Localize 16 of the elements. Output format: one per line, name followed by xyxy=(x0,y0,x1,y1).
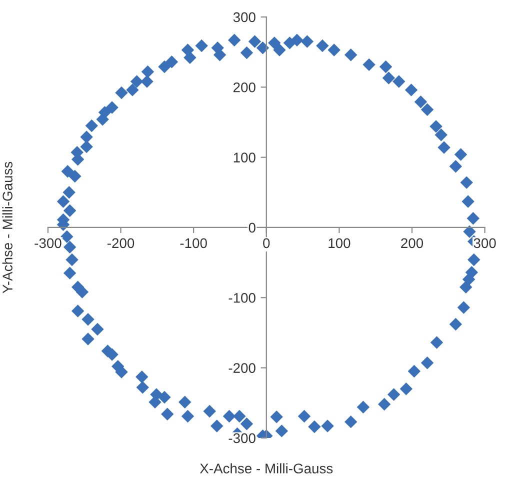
y-tick-label: 300 xyxy=(233,12,256,22)
y-tick-label: -200 xyxy=(228,363,256,373)
y-tick-label: 0 xyxy=(248,222,256,233)
y-tick-label: 100 xyxy=(234,152,256,162)
y-tick-label: -300 xyxy=(228,433,256,444)
x-tick-label: -200 xyxy=(108,238,134,248)
x-tick-label: 0 xyxy=(263,238,270,248)
y-tick-label: 200 xyxy=(234,82,256,92)
y-axis-title: Y-Achse - Milli-Gauss xyxy=(2,162,12,294)
x-tick-label: 300 xyxy=(474,238,496,248)
x-tick-label: 100 xyxy=(328,238,350,248)
x-axis-title: X-Achse - Milli-Gauss xyxy=(200,463,333,474)
x-tick-label: 200 xyxy=(401,238,424,248)
x-tick-label: -100 xyxy=(180,238,207,248)
y-tick-label: -100 xyxy=(228,292,256,303)
x-tick-label: -300 xyxy=(34,238,62,248)
